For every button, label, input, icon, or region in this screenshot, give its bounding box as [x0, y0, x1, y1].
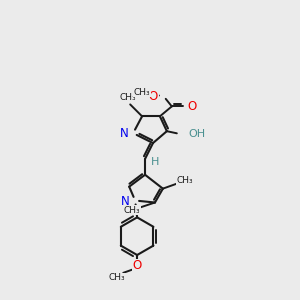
Text: CH₃: CH₃	[120, 93, 136, 102]
Text: O: O	[133, 260, 142, 272]
Text: O: O	[149, 90, 158, 103]
Text: OH: OH	[189, 129, 206, 139]
Text: CH₃: CH₃	[124, 206, 140, 215]
Text: CH₃: CH₃	[109, 273, 126, 282]
Text: O: O	[187, 100, 196, 113]
Text: H: H	[151, 157, 159, 167]
Text: CH₃: CH₃	[176, 176, 193, 185]
Text: N: N	[119, 127, 128, 140]
Text: N: N	[120, 195, 129, 208]
Text: CH₃: CH₃	[134, 88, 150, 97]
